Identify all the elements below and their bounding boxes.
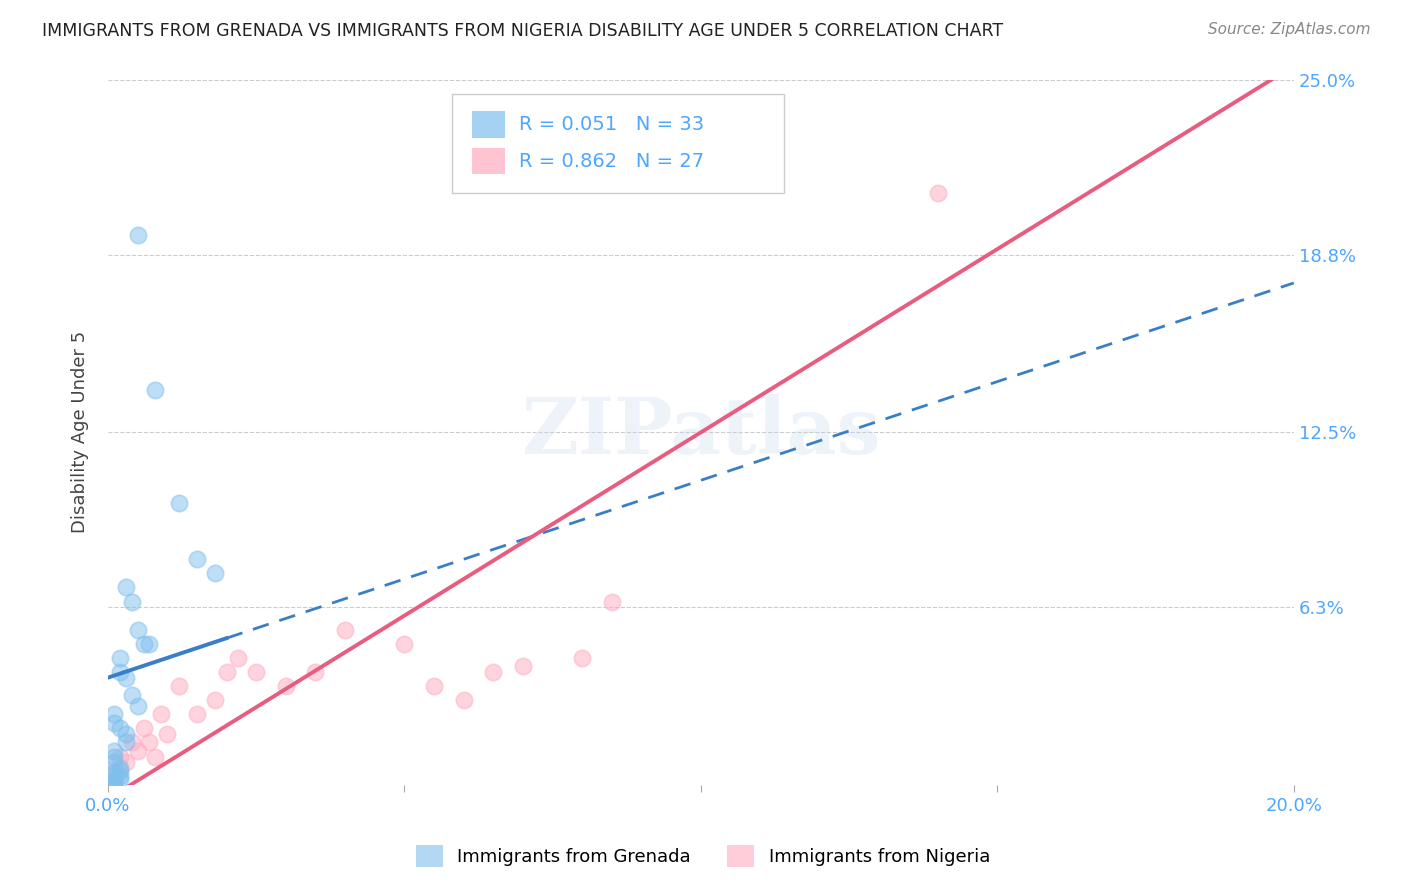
Point [121,688,143,702]
Point [132,637,155,651]
Point [127,227,149,242]
Text: R = 0.051   N = 33: R = 0.051 N = 33 [519,115,704,134]
Point [333,623,356,637]
Point [150,707,173,722]
Point [114,735,136,749]
Point [127,623,149,637]
Text: ZIPatlas: ZIPatlas [522,394,880,470]
Point [103,766,125,780]
Point [114,755,136,769]
Point [108,772,131,786]
Point [215,665,238,679]
Point [167,496,190,510]
Point [103,755,125,769]
Text: Source: ZipAtlas.com: Source: ZipAtlas.com [1208,22,1371,37]
Point [482,665,505,679]
FancyBboxPatch shape [451,94,785,193]
Point [108,665,131,679]
Point [103,778,125,792]
Point [927,186,949,200]
Point [114,727,136,741]
Point [108,769,131,783]
Point [423,679,446,693]
Point [103,775,125,789]
Point [138,637,160,651]
Point [108,651,131,665]
Text: R = 0.862   N = 27: R = 0.862 N = 27 [519,152,704,170]
Point [245,665,267,679]
Point [103,775,125,789]
Point [138,735,160,749]
Text: IMMIGRANTS FROM GRENADA VS IMMIGRANTS FROM NIGERIA DISABILITY AGE UNDER 5 CORREL: IMMIGRANTS FROM GRENADA VS IMMIGRANTS FR… [42,22,1004,40]
Point [145,749,167,764]
FancyBboxPatch shape [472,148,505,175]
Point [167,679,190,693]
Point [571,651,593,665]
Point [453,693,475,707]
Point [186,707,208,722]
Point [103,749,125,764]
Point [304,665,326,679]
Point [512,659,534,673]
Legend: Immigrants from Grenada, Immigrants from Nigeria: Immigrants from Grenada, Immigrants from… [409,838,997,874]
FancyBboxPatch shape [472,111,505,137]
Point [103,772,125,786]
Point [108,722,131,736]
Point [228,651,250,665]
Point [103,764,125,778]
Point [274,679,297,693]
Y-axis label: Disability Age Under 5: Disability Age Under 5 [72,331,89,533]
Point [204,566,226,581]
Point [121,735,143,749]
Point [127,698,149,713]
Point [156,727,179,741]
Point [186,552,208,566]
Point [600,594,623,608]
Point [204,693,226,707]
Point [114,671,136,685]
Point [103,744,125,758]
Point [394,637,416,651]
Point [127,744,149,758]
Point [121,594,143,608]
Point [114,581,136,595]
Point [103,707,125,722]
Point [145,383,167,397]
Point [108,764,131,778]
Point [103,715,125,730]
Point [132,722,155,736]
Point [108,749,131,764]
Point [103,769,125,783]
Point [108,761,131,775]
